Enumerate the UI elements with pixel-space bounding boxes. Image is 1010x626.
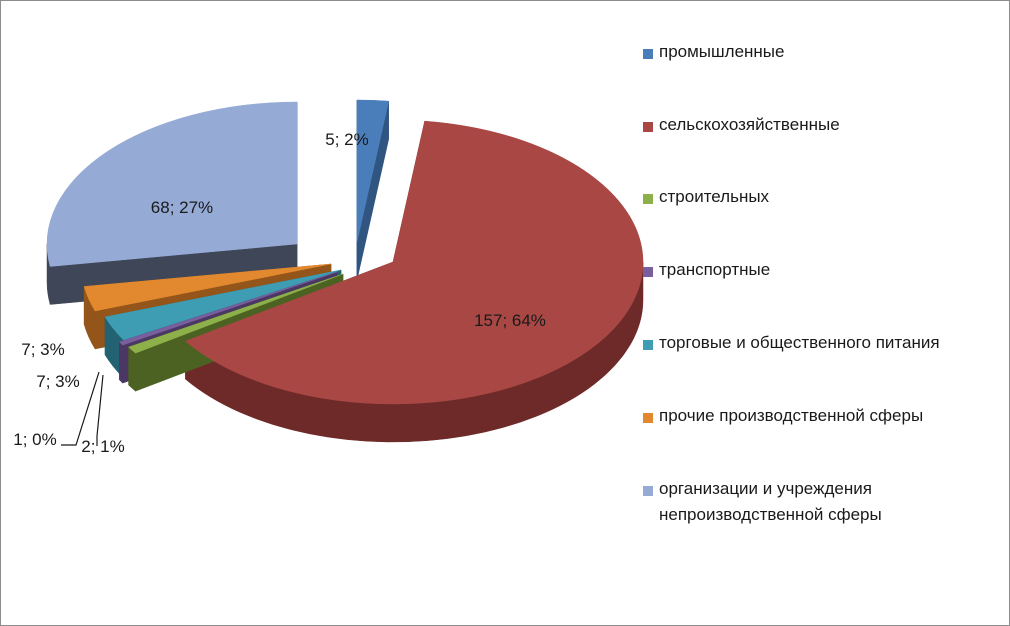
leader-lines xyxy=(61,371,104,446)
slice-trade-top xyxy=(104,269,342,341)
legend-swatch xyxy=(643,194,653,204)
slice-construction-side-0 xyxy=(128,346,136,392)
slice-non-production-top xyxy=(46,101,298,267)
legend-swatch xyxy=(643,486,653,496)
legend-item-industrial: промышленные xyxy=(643,42,784,65)
data-label-industrial: 5; 2% xyxy=(325,130,368,149)
slice-construction-top xyxy=(128,273,344,354)
slice-other-production-top xyxy=(83,263,332,312)
legend-label: транспортные xyxy=(659,260,771,279)
legend-label: прочие производственной сферы xyxy=(659,406,924,425)
data-label-non-production: 68; 27% xyxy=(151,198,213,217)
legend-label: торговые и общественного питания xyxy=(659,333,940,352)
legend-item-trade: торговые и общественного питания xyxy=(643,333,940,356)
data-label-trade: 7; 3% xyxy=(36,372,79,391)
data-label-transport: 1; 0% xyxy=(13,430,56,449)
legend-swatch xyxy=(643,122,653,132)
legend-swatch xyxy=(643,267,653,277)
data-label-construction: 2; 1% xyxy=(81,437,124,456)
slice-transport-side-0 xyxy=(119,341,123,384)
legend-label: сельскохозяйственные xyxy=(659,115,840,134)
legend-item-transport: транспортные xyxy=(643,260,770,283)
legend-swatch xyxy=(643,413,653,423)
data-label-other-production: 7; 3% xyxy=(21,340,64,359)
pie-tops xyxy=(46,99,644,405)
slice-transport-top xyxy=(118,271,338,346)
legend-label: строительных xyxy=(659,187,770,206)
leader-line-construction xyxy=(96,374,104,446)
legend-swatch xyxy=(643,49,653,59)
slice-agricultural-top xyxy=(184,120,644,405)
leader-line-transport xyxy=(61,371,100,446)
data-labels: 5; 2% 157; 64% 2; 1% 1; 0% 7; 3% 7; 3% 68; 27% xyxy=(13,130,546,456)
legend-label: промышленные xyxy=(659,42,785,61)
legend-swatch xyxy=(643,340,653,350)
slice-industrial-top xyxy=(356,99,390,243)
legend-item-other-production: прочие производственной сферы xyxy=(643,406,923,429)
legend-item-agricultural: сельскохозяйственные xyxy=(643,115,840,138)
legend-item-construction: строительных xyxy=(643,187,769,210)
data-label-agricultural: 157; 64% xyxy=(474,311,546,330)
legend-item-non-production: организации и учреждения непроизводствен… xyxy=(643,479,939,528)
legend-label: организации и учреждения непроизводствен… xyxy=(659,479,882,524)
